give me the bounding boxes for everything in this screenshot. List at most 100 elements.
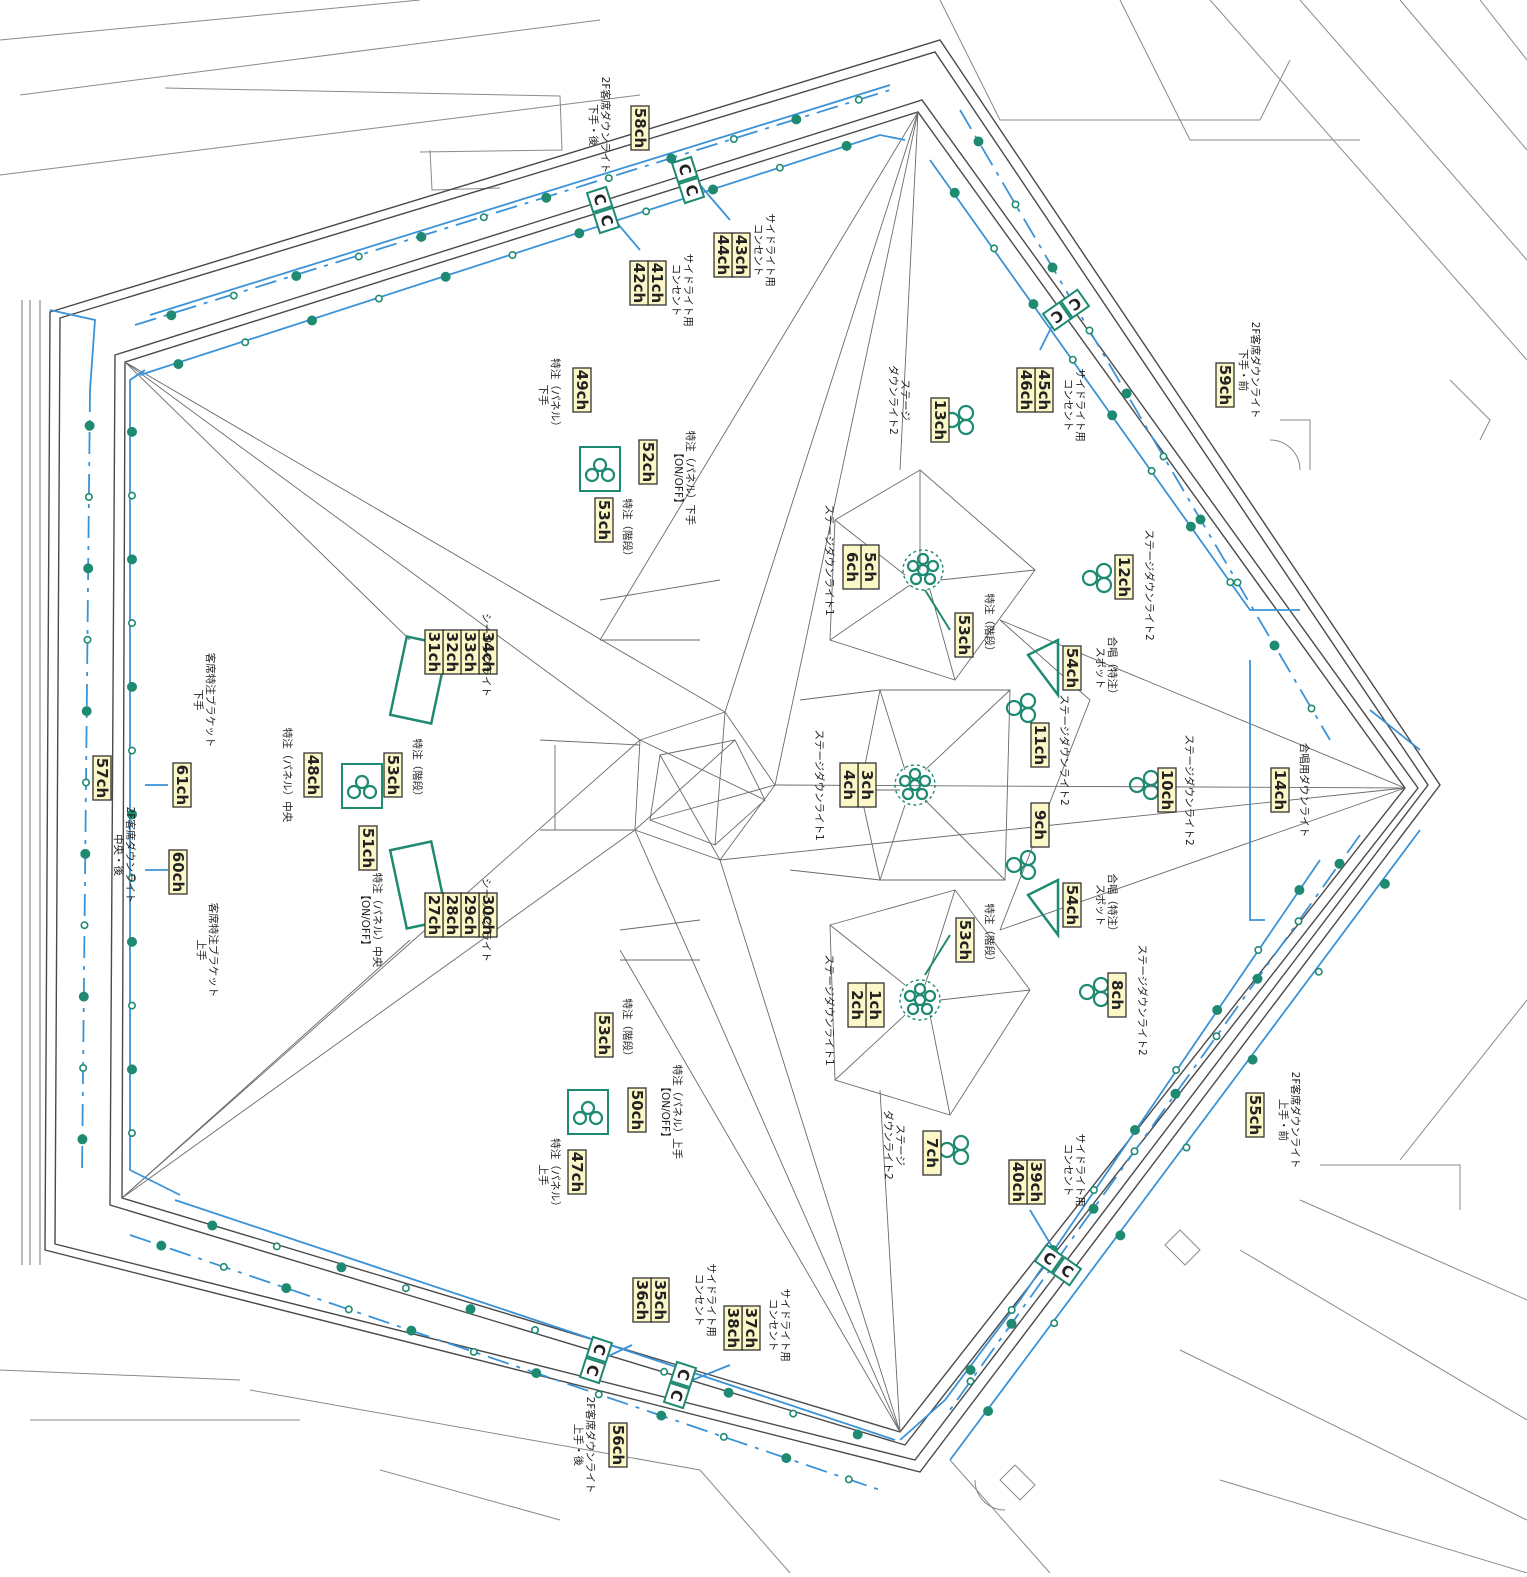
fixture-note-text: ステージダウンライト2 bbox=[1058, 694, 1071, 805]
wall-fixture-dot bbox=[1294, 917, 1303, 926]
fixture-note: 特注（階段） bbox=[983, 904, 996, 967]
wall-fixture-dot bbox=[128, 1129, 137, 1138]
wall-fixture-dot bbox=[1088, 1203, 1099, 1214]
svg-text:C: C bbox=[582, 1362, 603, 1378]
channel-tag: 7ch bbox=[922, 1130, 942, 1176]
channel-tag-text: 14ch bbox=[1271, 770, 1289, 810]
fixture-note: ステージダウンライト1 bbox=[823, 954, 836, 1065]
channel-tag-text: 52ch bbox=[639, 442, 657, 482]
fixture-note-text: サイドライト用コンセント bbox=[1062, 1133, 1086, 1207]
wall-fixture-dot bbox=[229, 291, 238, 300]
channel-tag-text: 1ch2ch bbox=[848, 990, 884, 1020]
wall-fixture-dot bbox=[1252, 973, 1263, 984]
fixture-note: ステージダウンライト1 bbox=[813, 729, 826, 840]
wall-fixture-dot bbox=[642, 207, 651, 216]
channel-tag-text: 53ch bbox=[955, 615, 973, 655]
fixture-note: シーリングライト bbox=[480, 613, 493, 697]
wall-fixture-dot bbox=[1307, 704, 1316, 713]
channel-tag-text: 53ch bbox=[384, 755, 402, 795]
wall-fixture-dot bbox=[508, 251, 517, 260]
wall-fixture-dot bbox=[1130, 1147, 1139, 1156]
channel-tag-text: 53ch bbox=[595, 500, 613, 540]
wall-fixture-dot bbox=[219, 1262, 228, 1271]
fixture-note-text: サイドライト用コンセント bbox=[752, 213, 776, 287]
channel-tag-text: 57ch bbox=[93, 758, 111, 798]
fixture-note: シーリングライト bbox=[480, 878, 493, 962]
channel-tag: 5ch6ch bbox=[842, 544, 880, 590]
channel-tag: 51ch bbox=[358, 825, 378, 871]
wall-fixture-dot bbox=[990, 244, 999, 253]
stage-downlight-2-11ch bbox=[1005, 692, 1037, 724]
wall-fixture-dot bbox=[406, 1325, 417, 1336]
fixture-note-text: 特注（パネル）中央 bbox=[281, 728, 294, 823]
fixture-note: ステージダウンライト1 bbox=[823, 504, 836, 615]
wall-fixture-dot bbox=[791, 114, 802, 125]
fixture-note-text: 合唱用ダウンライト bbox=[1298, 743, 1311, 838]
wall-fixture-dot bbox=[1147, 466, 1156, 475]
fixture-note: ステージダウンライト2 bbox=[1183, 734, 1196, 845]
fixture-notes: 2F客席ダウンライト下手・後サイドライト用コンセントサイドライト用コンセントサイ… bbox=[112, 77, 1311, 1494]
channel-tag: 8ch bbox=[1107, 972, 1127, 1018]
channel-tag-text: 45ch46ch bbox=[1017, 370, 1053, 410]
wall-fixture-dot bbox=[1115, 1230, 1126, 1241]
channel-tag: 53ch bbox=[594, 1012, 614, 1058]
fixture-note: ステージダウンライト2 bbox=[887, 365, 911, 435]
wall-fixture-dot bbox=[401, 1284, 410, 1293]
wall-fixture-dot bbox=[541, 192, 552, 203]
wall-fixture-dot bbox=[966, 1377, 975, 1386]
fixture-note-text: 特注（パネル）上手 bbox=[537, 1138, 562, 1212]
channel-tag: 50ch bbox=[627, 1087, 647, 1133]
channel-tag: 14ch bbox=[1270, 767, 1290, 813]
wall-fixture-dot bbox=[1233, 578, 1242, 587]
fixture-note: 合唱（特注）スポット bbox=[1094, 874, 1119, 937]
wall-fixture-dot bbox=[1226, 578, 1235, 587]
wall-fixture-dot bbox=[789, 1409, 798, 1418]
channel-tag-text: 35ch36ch bbox=[633, 1280, 669, 1320]
wall-fixture-dot bbox=[1047, 262, 1058, 273]
channel-tag: 53ch bbox=[383, 752, 403, 798]
fixture-note: サイドライト用コンセント bbox=[670, 253, 694, 327]
channel-tag-text: 51ch bbox=[359, 828, 377, 868]
channel-tag-text: 43ch44ch bbox=[714, 235, 750, 275]
channel-tag-text: 49ch bbox=[573, 370, 591, 410]
wall-fixture-dot bbox=[1314, 967, 1323, 976]
fixture-note-text: ステージダウンライト1 bbox=[813, 729, 826, 840]
wall-fixture-dot bbox=[306, 315, 317, 326]
wall-fixture-dot bbox=[80, 848, 91, 859]
fixture-note: 特注（パネル）下手 bbox=[537, 358, 562, 432]
wall-fixture-dot bbox=[1159, 452, 1168, 461]
fixture-note: 2F客席ダウンライト上手・前 bbox=[1277, 1072, 1302, 1169]
wall-fixture-dot bbox=[128, 1001, 137, 1010]
fixture-note-text: 2F客席ダウンライト上手・前 bbox=[1277, 1072, 1302, 1169]
channel-tag-text: 53ch bbox=[595, 1015, 613, 1055]
stage-downlight-1-cluster bbox=[894, 764, 936, 806]
channel-tag: 34ch33ch32ch31ch bbox=[424, 629, 498, 675]
wall-fixture-dot bbox=[1195, 514, 1206, 525]
wall-fixture-dot bbox=[729, 135, 738, 144]
fixture-note-text: シーリングライト bbox=[480, 613, 493, 697]
custom-panel-fixture bbox=[341, 763, 383, 809]
channel-tag: 45ch46ch bbox=[1016, 367, 1054, 413]
wall-fixture-dot bbox=[781, 1453, 792, 1464]
fixture-note: サイドライト用コンセント bbox=[693, 1263, 717, 1337]
wall-fixture-dot bbox=[530, 1326, 539, 1335]
wall-fixture-dot bbox=[469, 1347, 478, 1356]
fixture-note-text: 特注（パネル）中央【ON/OFF】 bbox=[359, 873, 384, 968]
wall-fixture-dot bbox=[1028, 299, 1039, 310]
channel-tag: 37ch38ch bbox=[723, 1305, 761, 1351]
channel-tag-text: 37ch38ch bbox=[724, 1308, 760, 1348]
fixture-note-text: サイドライト用コンセント bbox=[767, 1288, 791, 1362]
wall-fixture-dot bbox=[128, 746, 137, 755]
wall-fixture-dot bbox=[656, 1410, 667, 1421]
wall-fixture-dot bbox=[1247, 1054, 1258, 1065]
wall-fixture-dot bbox=[594, 1390, 603, 1399]
fixture-note-text: ステージダウンライト2 bbox=[1143, 529, 1156, 640]
wall-fixture-dot bbox=[127, 936, 138, 947]
fixture-note-text: 2F客席ダウンライト中央・後 bbox=[112, 807, 137, 904]
fixture-note: ステージダウンライト2 bbox=[1143, 529, 1156, 640]
channel-tag-text: 34ch33ch32ch31ch bbox=[425, 632, 497, 672]
fixture-note-text: 客席特注ブラケット下手 bbox=[192, 653, 217, 748]
fixture-note: サイドライト用コンセント bbox=[752, 213, 776, 287]
fixture-note-text: 特注（階段） bbox=[983, 594, 996, 657]
